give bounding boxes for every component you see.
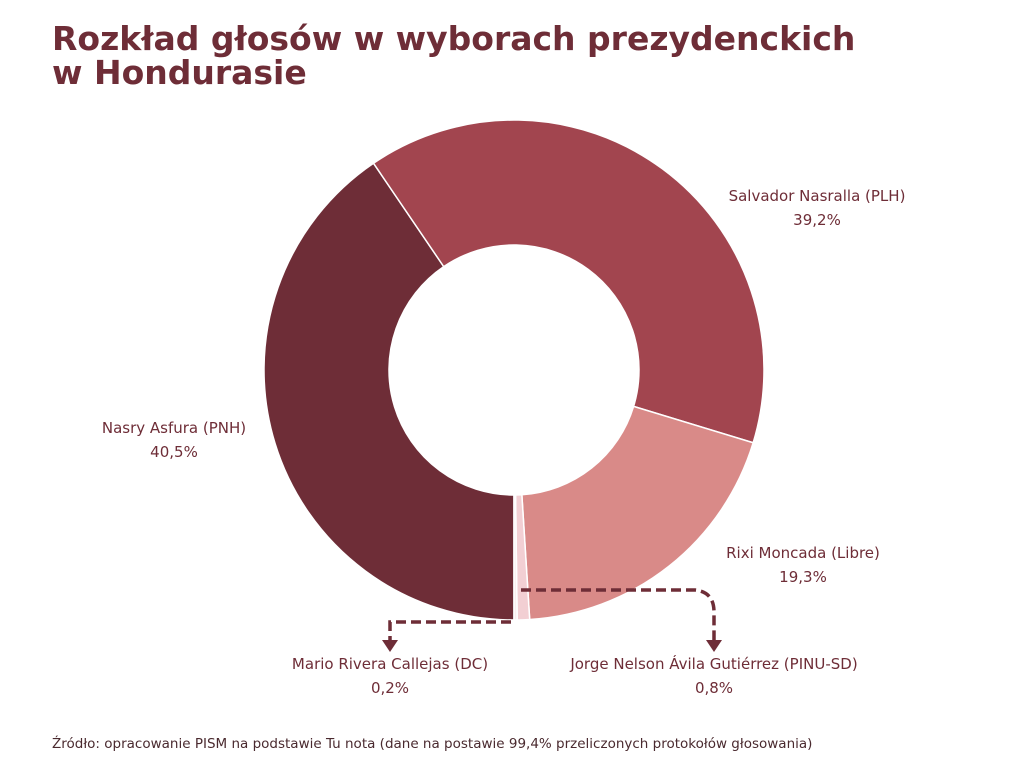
title-line-2: w Hondurasie — [52, 53, 307, 92]
donut-slice-4 — [513, 494, 518, 621]
leader-line-jorge — [521, 588, 716, 640]
label-mario: Mario Rivera Callejas (DC) 0,2% — [292, 652, 488, 700]
arrowhead-mario — [382, 640, 398, 652]
label-nasry: Nasry Asfura (PNH) 40,5% — [102, 416, 246, 464]
source-note: Źródło: opracowanie PISM na podstawie Tu… — [52, 736, 813, 752]
title-line-1: Rozkład głosów w wyborach prezydenckich — [52, 19, 856, 58]
donut-slice-2 — [521, 405, 755, 621]
label-name: Rixi Moncada (Libre) — [726, 544, 880, 562]
label-jorge: Jorge Nelson Ávila Gutiérrez (PINU-SD) 0… — [570, 652, 857, 700]
label-value: 19,3% — [779, 568, 827, 586]
label-value: 0,8% — [694, 679, 734, 697]
label-value: 40,5% — [150, 443, 198, 461]
label-name: Mario Rivera Callejas (DC) — [291, 655, 489, 673]
label-rixi: Rixi Moncada (Libre) 19,3% — [726, 541, 880, 589]
leader-line-mario — [388, 620, 511, 640]
label-name: Salvador Nasralla (PLH) — [728, 187, 906, 205]
donut-slice-0 — [263, 162, 515, 621]
label-value: 0,2% — [370, 679, 410, 697]
arrowhead-jorge — [706, 640, 722, 652]
donut-slice-1 — [372, 119, 765, 444]
label-name: Jorge Nelson Ávila Gutiérrez (PINU-SD) — [570, 655, 858, 673]
chart-title: Rozkład głosów w wyborach prezydenckich … — [52, 22, 855, 90]
label-salvador: Salvador Nasralla (PLH) 39,2% — [729, 184, 906, 232]
label-name: Nasry Asfura (PNH) — [101, 419, 247, 437]
label-value: 39,2% — [793, 211, 841, 229]
